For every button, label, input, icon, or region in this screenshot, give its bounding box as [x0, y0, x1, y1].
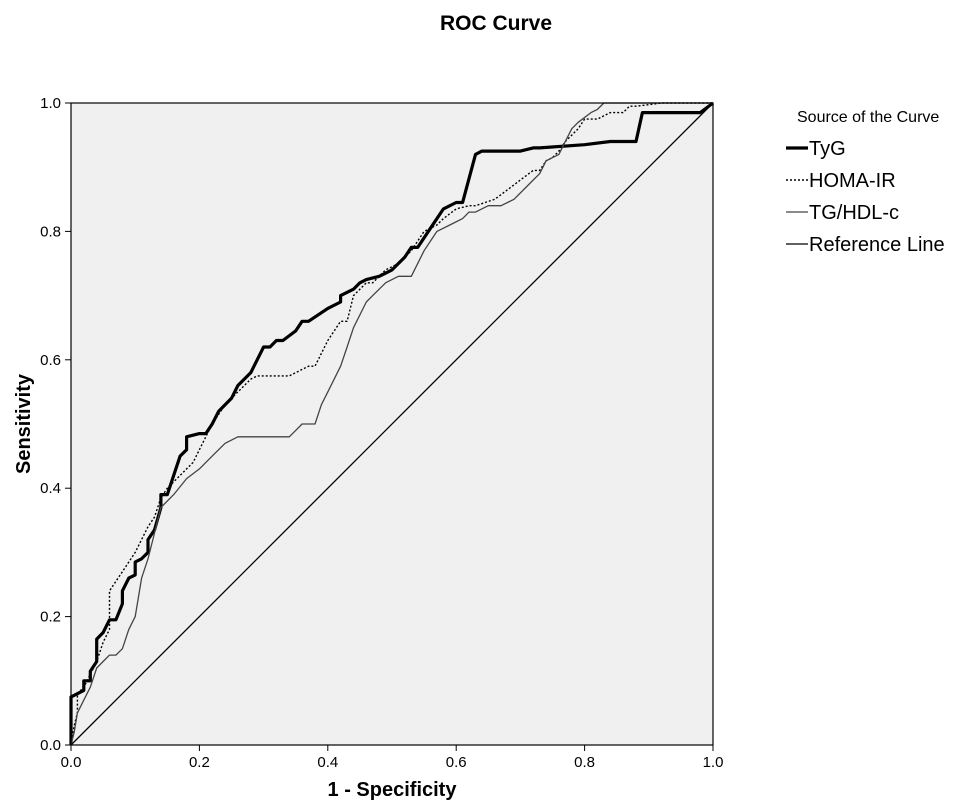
y-axis-title: Sensitivity — [13, 373, 35, 474]
series-layer — [69, 101, 714, 746]
chart-title: ROC Curve — [440, 12, 552, 35]
y-tick-label: 0.4 — [40, 480, 61, 497]
legend-label-tg-hdl-c: TG/HDL-c — [809, 202, 899, 224]
axis-ticks: 0.0 0.2 0.4 0.6 0.8 1.0 0.0 0.2 0.4 0.6 0.8 1.0 — [40, 95, 723, 771]
x-tick-label: 0.6 — [446, 754, 467, 771]
x-tick-label: 0.0 — [61, 754, 82, 771]
series-line-homa-ir — [70, 102, 713, 746]
legend-label-tyg: TyG — [809, 138, 846, 160]
legend-items: TyG HOMA-IR TG/HDL-c Reference Line — [786, 138, 945, 256]
x-tick-label: 0.8 — [574, 754, 595, 771]
x-tick-label: 1.0 — [703, 754, 724, 771]
x-axis-title: 1 - Specificity — [328, 779, 458, 801]
series-line-tyg — [69, 101, 714, 745]
legend-title: Source of the Curve — [797, 109, 939, 126]
y-tick-label: 0.2 — [40, 609, 61, 626]
y-tick-label: 0.8 — [40, 223, 61, 240]
legend: Source of the Curve TyG HOMA-IR TG/HDL-c Re… — [786, 109, 945, 256]
y-tick-label: 0.0 — [40, 737, 61, 754]
series-line-reference-line — [70, 102, 714, 746]
y-tick-label: 0.6 — [40, 352, 61, 369]
x-tick-label: 0.2 — [189, 754, 210, 771]
y-tick-label: 1.0 — [40, 95, 61, 112]
series-line-tg-hdl-c — [70, 102, 713, 746]
x-tick-label: 0.4 — [317, 754, 338, 771]
legend-label-reference-line: Reference Line — [809, 234, 945, 256]
legend-label-homa-ir: HOMA-IR — [809, 170, 896, 192]
plot-frame — [70, 102, 714, 746]
